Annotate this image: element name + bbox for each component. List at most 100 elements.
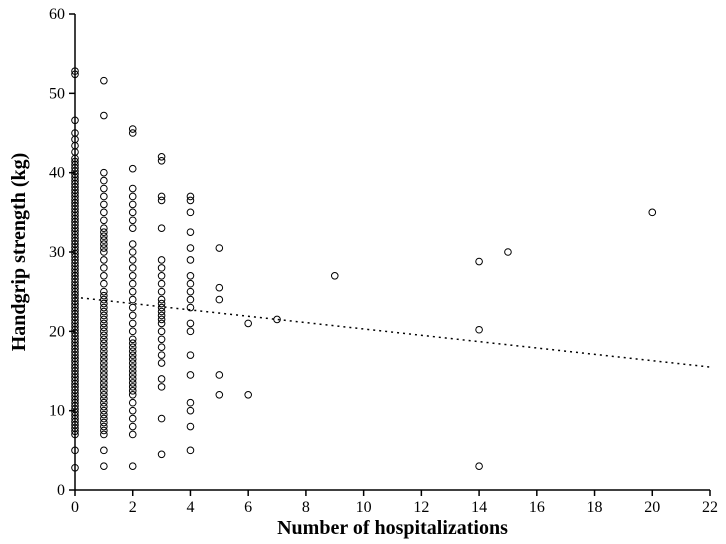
data-point <box>187 423 194 430</box>
data-point <box>101 257 108 264</box>
data-point <box>129 320 136 327</box>
data-point <box>129 423 136 430</box>
data-point <box>101 280 108 287</box>
x-tick-label: 12 <box>413 499 429 516</box>
data-point <box>101 193 108 200</box>
data-point <box>101 288 108 295</box>
data-point <box>158 328 165 335</box>
data-point <box>216 245 223 252</box>
data-point <box>476 326 483 333</box>
data-point <box>649 209 656 216</box>
data-point <box>158 376 165 383</box>
data-point <box>129 209 136 216</box>
data-point <box>158 360 165 367</box>
data-point <box>101 169 108 176</box>
chart-svg: 02468101214161820220102030405060Number o… <box>0 0 726 544</box>
data-point <box>158 154 165 161</box>
data-point <box>187 273 194 280</box>
data-point <box>101 463 108 470</box>
x-tick-label: 10 <box>356 499 372 516</box>
data-point <box>158 225 165 232</box>
data-point <box>158 296 165 303</box>
data-point <box>187 407 194 414</box>
data-point <box>158 288 165 295</box>
data-point <box>331 273 338 280</box>
data-point <box>129 415 136 422</box>
data-point <box>129 126 136 133</box>
data-point <box>158 193 165 200</box>
y-tick-label: 50 <box>49 85 65 102</box>
data-point <box>129 217 136 224</box>
data-point <box>187 296 194 303</box>
x-tick-label: 4 <box>186 499 194 516</box>
data-point <box>158 257 165 264</box>
data-point <box>476 258 483 265</box>
data-point <box>101 209 108 216</box>
y-tick-label: 30 <box>49 244 65 261</box>
data-point <box>187 304 194 311</box>
x-tick-label: 2 <box>129 499 137 516</box>
data-point <box>129 280 136 287</box>
x-tick-label: 16 <box>529 499 545 516</box>
data-point <box>129 288 136 295</box>
data-point <box>216 284 223 291</box>
data-point <box>187 328 194 335</box>
data-point <box>158 415 165 422</box>
data-point <box>129 328 136 335</box>
data-point <box>187 320 194 327</box>
data-point <box>187 280 194 287</box>
data-point <box>101 217 108 224</box>
data-point <box>245 320 252 327</box>
y-tick-label: 10 <box>49 403 65 420</box>
data-point <box>101 225 108 232</box>
x-axis-title: Number of hospitalizations <box>277 517 508 539</box>
data-point <box>158 280 165 287</box>
data-point <box>187 193 194 200</box>
data-point <box>101 77 108 84</box>
data-point <box>505 249 512 256</box>
data-point <box>158 344 165 351</box>
data-point <box>245 392 252 399</box>
data-point <box>129 399 136 406</box>
data-point <box>129 407 136 414</box>
data-point <box>187 209 194 216</box>
data-point <box>129 463 136 470</box>
data-point <box>129 165 136 172</box>
data-point <box>187 447 194 454</box>
data-point <box>129 336 136 343</box>
data-point <box>101 201 108 208</box>
data-point <box>158 451 165 458</box>
data-point <box>129 312 136 319</box>
x-tick-label: 18 <box>587 499 603 516</box>
data-point <box>216 372 223 379</box>
data-point <box>187 372 194 379</box>
data-point <box>216 392 223 399</box>
data-point <box>129 265 136 272</box>
data-point <box>101 185 108 192</box>
y-tick-label: 20 <box>49 323 65 340</box>
data-point <box>129 257 136 264</box>
y-tick-label: 40 <box>49 165 65 182</box>
x-tick-label: 14 <box>471 499 487 516</box>
x-tick-label: 0 <box>71 499 79 516</box>
data-point <box>129 304 136 311</box>
data-point <box>129 185 136 192</box>
data-point <box>187 229 194 236</box>
x-tick-label: 6 <box>244 499 252 516</box>
x-tick-label: 22 <box>702 499 718 516</box>
data-point <box>158 273 165 280</box>
data-point <box>129 225 136 232</box>
trend-line <box>75 297 710 367</box>
data-point <box>158 352 165 359</box>
y-axis-title: Handgrip strength (kg) <box>8 153 30 352</box>
data-point <box>129 241 136 248</box>
data-point <box>101 177 108 184</box>
data-point <box>158 384 165 391</box>
data-point <box>216 296 223 303</box>
data-point <box>101 273 108 280</box>
data-point <box>129 431 136 438</box>
data-point <box>129 273 136 280</box>
x-tick-label: 20 <box>644 499 660 516</box>
data-point <box>129 201 136 208</box>
data-point <box>101 112 108 119</box>
